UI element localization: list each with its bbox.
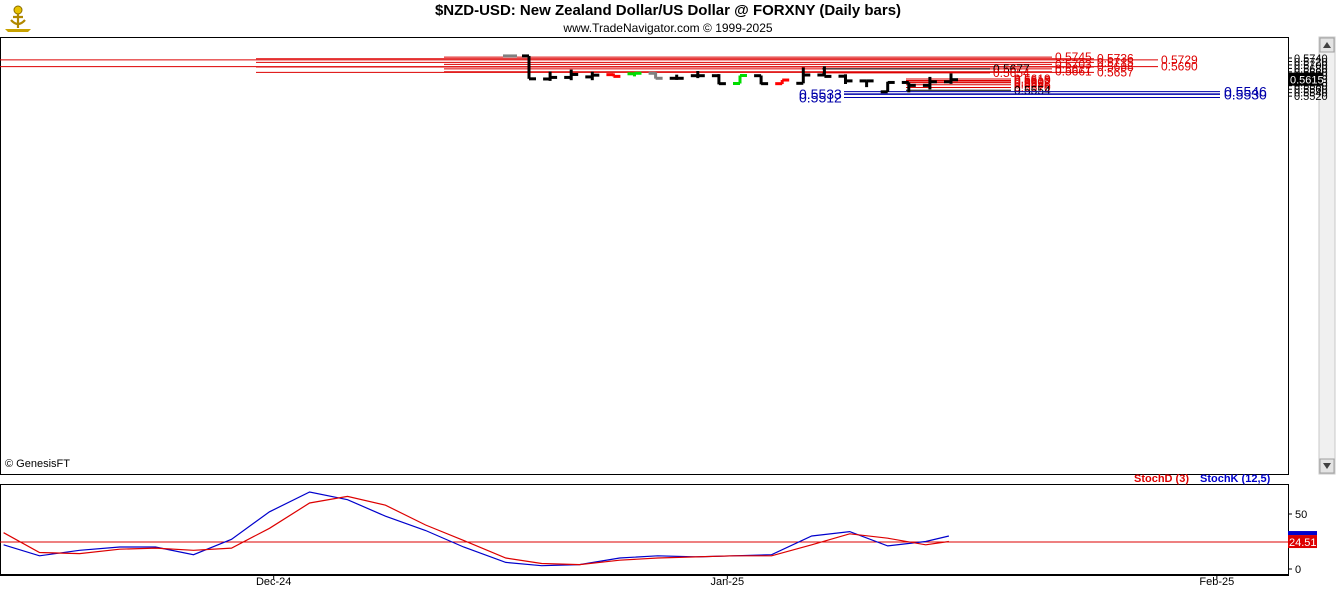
ohlc-bar [944, 73, 958, 84]
price-panel [0, 37, 1289, 475]
level-label: 0.5657 [1097, 65, 1134, 79]
ohlc-bar [796, 67, 811, 85]
legend-stoch-k: StochK (12,5) [1200, 473, 1271, 485]
price-tick-label: 0.5720 [1294, 56, 1328, 68]
price-tick-label: 0.5740 [1294, 53, 1328, 65]
level-label: 0.5597 [1014, 76, 1051, 90]
ohlc-bar [669, 74, 684, 80]
ohlc-bar [585, 71, 600, 81]
price-tick-label: 0.5520 [1294, 91, 1328, 103]
level-label: 0.5736 [1097, 52, 1134, 66]
level-label: 0.5530 [1224, 86, 1267, 102]
stochastic-lines: 50 0 24.51 StochD (3) StochK (12,5) [0, 473, 1317, 576]
level-label: 0.5570 [1014, 80, 1051, 94]
price-bars [503, 54, 958, 94]
ohlc-bar [859, 79, 874, 88]
stochastic-k-marker [1288, 531, 1317, 536]
current-price-marker [1288, 72, 1323, 86]
ohlc-bar [775, 78, 790, 86]
ohlc-bar [880, 80, 895, 94]
ohlc-bar [922, 76, 937, 90]
time-tick-label: Dec-24 [256, 576, 291, 588]
copyright-label: © GenesisFT [5, 458, 70, 470]
level-label: 0.5654 [993, 66, 1030, 80]
chart-subtitle: www.TradeNavigator.com © 1999-2025 [563, 21, 773, 35]
price-tick-label: 0.5560 [1294, 84, 1328, 96]
stochastic-tick-label: 0 [1295, 564, 1301, 576]
scroll-up-button[interactable] [1319, 37, 1335, 53]
ohlc-bar [606, 73, 621, 78]
stochastic-panel [0, 484, 1289, 575]
ohlc-bar [901, 80, 916, 93]
level-label: 0.5610 [1014, 74, 1051, 88]
price-tick-label: 0.5700 [1294, 60, 1328, 72]
ohlc-bar [817, 66, 832, 78]
ohlc-bar [648, 71, 663, 80]
level-label: 0.5619 [1014, 72, 1051, 86]
level-label: 0.5715 [1097, 55, 1134, 69]
level-label: 0.5745 [1055, 50, 1092, 64]
chart-title: $NZD-USD: New Zealand Dollar/US Dollar @… [434, 2, 902, 19]
price-tick-label: 0.5540 [1294, 88, 1328, 100]
ohlc-bar [627, 71, 642, 77]
ohlc-bar [690, 71, 705, 79]
time-tick-label: Jan-25 [711, 576, 745, 588]
ohlc-bar [543, 71, 558, 81]
level-label: 0.5690 [1161, 60, 1198, 74]
current-price-label: 0.5615 [1290, 75, 1324, 87]
ohlc-bar [522, 54, 536, 81]
price-levels: 0.5745 0.5736 0.5729 0.5715 0.5703 0.5690 0.56… [0, 50, 1267, 106]
time-axis: Dec-24 Jan-25 Feb-25 [256, 575, 1234, 588]
level-label: 0.5602 [1014, 75, 1051, 89]
stoch-k-line [3, 491, 950, 567]
price-tick-label: 0.5680 [1294, 63, 1328, 75]
level-label: 0.5546 [1224, 84, 1267, 100]
price-axis: 0.57400.57200.57000.56800.56600.56400.56… [1288, 53, 1328, 103]
scroll-down-button[interactable] [1319, 458, 1335, 474]
level-label: 0.5703 [1055, 57, 1092, 71]
vertical-scrollbar[interactable] [1318, 36, 1336, 475]
stochastic-value-label: 24.51 [1289, 537, 1317, 549]
level-label: 0.5512 [799, 90, 842, 106]
stoch-d-line [3, 495, 949, 566]
chevron-up-icon [1323, 42, 1331, 48]
ohlc-bar [564, 69, 579, 81]
tradenavigator-logo-icon [5, 5, 31, 32]
stochastic-value-marker [1288, 535, 1317, 549]
chevron-down-icon [1323, 463, 1331, 469]
ohlc-bar [754, 74, 769, 86]
stochastic-tick-label: 50 [1295, 509, 1307, 521]
level-label: 0.5729 [1161, 53, 1198, 67]
ohlc-bar [838, 74, 853, 85]
level-label: 0.5688 [1097, 60, 1134, 74]
level-label: 0.5586 [1014, 78, 1051, 92]
legend-stoch-d: StochD (3) [1134, 473, 1189, 485]
level-label: 0.5533 [799, 86, 842, 102]
level-label: 0.5554 [1014, 83, 1051, 97]
ohlc-bar [733, 74, 747, 85]
time-tick-label: Feb-25 [1199, 576, 1234, 588]
level-label: 0.5661 [1055, 65, 1092, 79]
ohlc-bar [711, 74, 726, 86]
